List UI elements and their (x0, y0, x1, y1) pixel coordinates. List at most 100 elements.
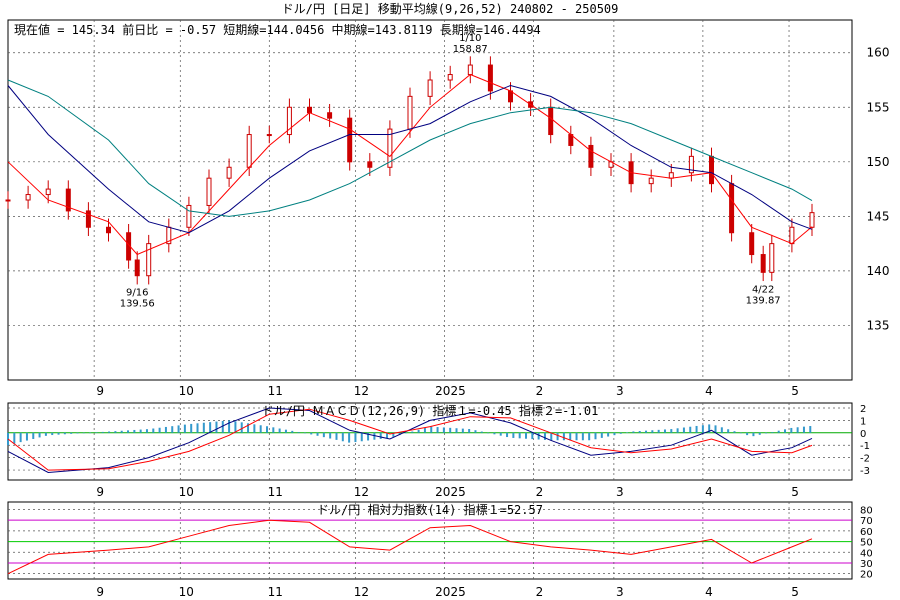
macd-histogram-bar (329, 432, 332, 439)
macd-histogram-bar (253, 424, 256, 433)
candle-body (266, 134, 272, 137)
macd-histogram-bar (474, 430, 477, 433)
x-tick-label: 2025 (435, 585, 466, 599)
macd-histogram-bar (145, 429, 148, 433)
macd-histogram-bar (638, 431, 641, 433)
macd-histogram-bar (581, 432, 584, 441)
macd-histogram-bar (114, 431, 117, 433)
candle-body (226, 166, 232, 179)
candle-body (809, 212, 815, 228)
x-tick-label: 5 (791, 585, 799, 599)
macd-histogram-bar (739, 432, 742, 434)
macd-tick-label: 1 (860, 416, 866, 427)
macd-histogram-bar (588, 432, 591, 441)
x-tick-label: 3 (616, 585, 624, 599)
macd-histogram-bar (89, 432, 92, 434)
candle-body (688, 155, 694, 174)
candle-body (447, 74, 453, 81)
macd-histogram-bar (480, 431, 483, 433)
macd-histogram-bar (386, 432, 389, 439)
macd-histogram-bar (152, 428, 155, 433)
x-tick-label: 12 (354, 485, 369, 499)
macd-histogram-bar (108, 431, 111, 433)
macd-histogram-bar (417, 429, 420, 433)
macd-histogram-bar (310, 432, 313, 435)
macd-histogram-bar (727, 429, 730, 433)
macd-histogram-bar (303, 432, 306, 434)
macd-histogram-bar (51, 432, 54, 436)
macd-histogram-bar (569, 432, 572, 441)
annotation-value: 139.56 (120, 299, 155, 310)
candle-body (206, 177, 212, 206)
macd-histogram-bar (701, 425, 704, 433)
candle-body (668, 172, 674, 179)
x-tick-label: 2 (536, 585, 544, 599)
candle-body (769, 243, 775, 273)
macd-histogram-bar (190, 423, 193, 433)
candle-body (347, 117, 353, 163)
candle-body (709, 155, 714, 185)
macd-histogram-bar (784, 429, 787, 433)
macd-histogram-bar (133, 429, 136, 433)
macd-histogram-bar (158, 427, 161, 433)
annotation-date: 1/10 (459, 33, 481, 44)
macd-histogram-bar (487, 432, 490, 434)
macd-histogram-bar (645, 430, 648, 433)
macd-histogram-bar (423, 428, 426, 433)
annotation-date: 9/16 (126, 288, 148, 299)
macd-histogram-bar (543, 432, 546, 440)
price-tick-label: 145 (867, 209, 890, 223)
macd-histogram-bar (468, 429, 471, 433)
macd-histogram-bar (322, 432, 325, 438)
macd-histogram-bar (221, 420, 224, 433)
macd-histogram-bar (348, 432, 351, 443)
macd-histogram-bar (531, 432, 534, 440)
macd-histogram-bar (689, 426, 692, 433)
macd-histogram-bar (436, 427, 439, 433)
macd-histogram-bar (411, 431, 414, 433)
candle-body (387, 128, 393, 168)
x-tick-label: 11 (268, 485, 283, 499)
macd-histogram-bar (202, 422, 205, 433)
macd-histogram-bar (63, 432, 66, 435)
candle-body (789, 226, 795, 245)
macd-histogram-bar (499, 432, 502, 436)
macd-histogram-bar (25, 432, 28, 441)
macd-histogram-bar (101, 431, 104, 433)
rsi-tick-label: 70 (860, 516, 873, 527)
macd-histogram-bar (777, 430, 780, 433)
macd-histogram-bar (442, 427, 445, 433)
macd-histogram-bar (651, 430, 654, 433)
price-tick-label: 135 (867, 318, 890, 332)
macd-histogram-bar (360, 432, 363, 442)
price-tick-label: 140 (867, 264, 890, 278)
macd-histogram-bar (209, 422, 212, 433)
x-tick-label: 12 (354, 585, 369, 599)
macd-histogram-bar (266, 426, 269, 433)
macd-tick-label: -3 (860, 466, 870, 477)
candle-body (508, 90, 513, 103)
macd-histogram-bar (613, 432, 616, 436)
candle-body (45, 188, 51, 196)
x-tick-label: 10 (179, 485, 194, 499)
macd-histogram-bar (19, 432, 22, 443)
macd-histogram-bar (506, 432, 509, 438)
x-tick-label: 9 (96, 384, 104, 398)
macd-histogram-bar (765, 432, 768, 434)
macd-histogram-bar (373, 432, 376, 440)
rsi-tick-label: 60 (860, 527, 873, 538)
macd-histogram-bar (196, 423, 199, 433)
candle-body (467, 64, 473, 76)
macd-line (7, 407, 813, 474)
x-tick-label: 12 (354, 384, 369, 398)
macd-tick-label: -2 (860, 454, 870, 465)
macd-histogram-bar (461, 428, 464, 433)
macd-histogram-bar (95, 432, 98, 433)
candle-body (367, 161, 373, 168)
candle-body (307, 106, 312, 114)
x-tick-label: 11 (268, 585, 283, 599)
price-info: 現在値 = 145.34 前日比 = -0.57 短期線=144.0456 中期… (14, 22, 541, 37)
macd-histogram-bar (316, 432, 319, 436)
candle-body (286, 106, 292, 136)
macd-histogram-bar (607, 432, 610, 437)
